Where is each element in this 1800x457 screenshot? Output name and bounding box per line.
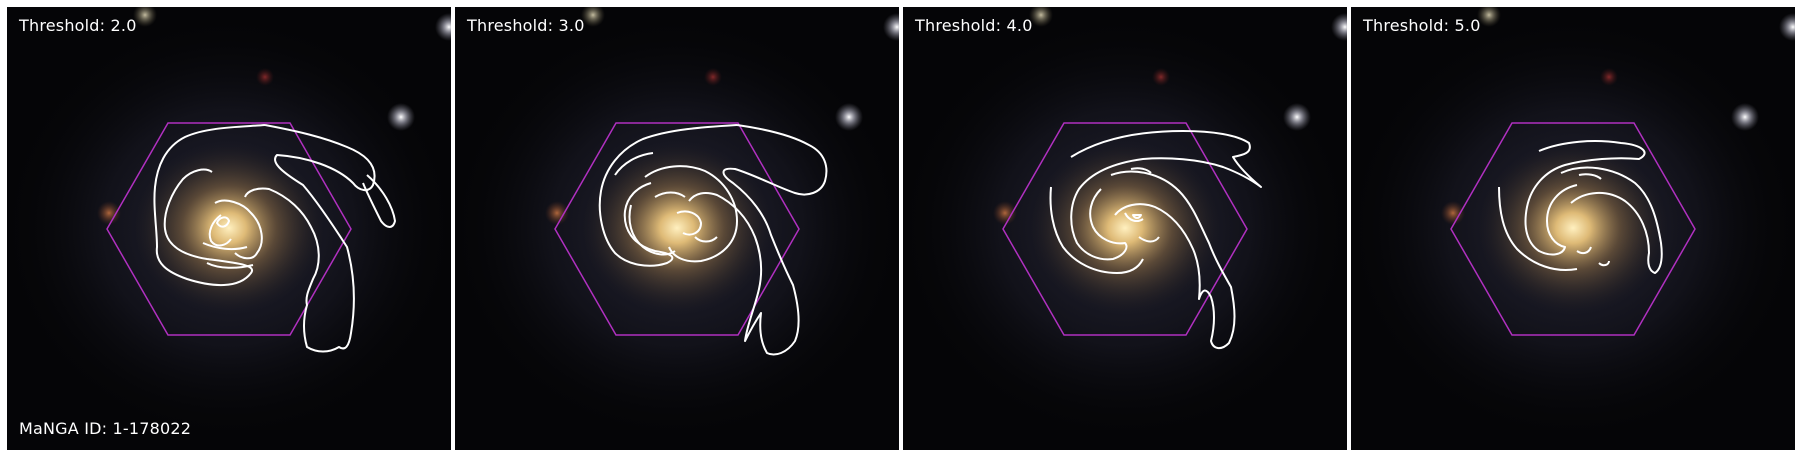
galaxy-image (1351, 7, 1795, 450)
arm-contours (1049, 130, 1262, 349)
panel-threshold-4: Threshold: 4.0 (903, 7, 1347, 450)
panel-threshold-2: Threshold: 2.0 MaNGA ID: 1-178022 (7, 7, 451, 450)
arm-contours (1498, 140, 1663, 274)
panel-threshold-3: Threshold: 3.0 (455, 7, 899, 450)
panel-threshold-5: Threshold: 5.0 (1351, 7, 1795, 450)
ifu-hexagon (554, 122, 800, 336)
manga-id-label: MaNGA ID: 1-178022 (19, 419, 192, 438)
ifu-hexagon (1002, 122, 1248, 336)
galaxy-image (7, 7, 451, 450)
arm-contours (598, 124, 828, 356)
galaxy-image (903, 7, 1347, 450)
threshold-label: Threshold: 5.0 (1363, 16, 1481, 35)
arm-contours (153, 124, 396, 353)
threshold-label: Threshold: 4.0 (915, 16, 1033, 35)
ifu-hexagon (1450, 122, 1696, 336)
threshold-label: Threshold: 2.0 (19, 16, 137, 35)
threshold-label: Threshold: 3.0 (467, 16, 585, 35)
ifu-hexagon (106, 122, 352, 336)
galaxy-image (455, 7, 899, 450)
